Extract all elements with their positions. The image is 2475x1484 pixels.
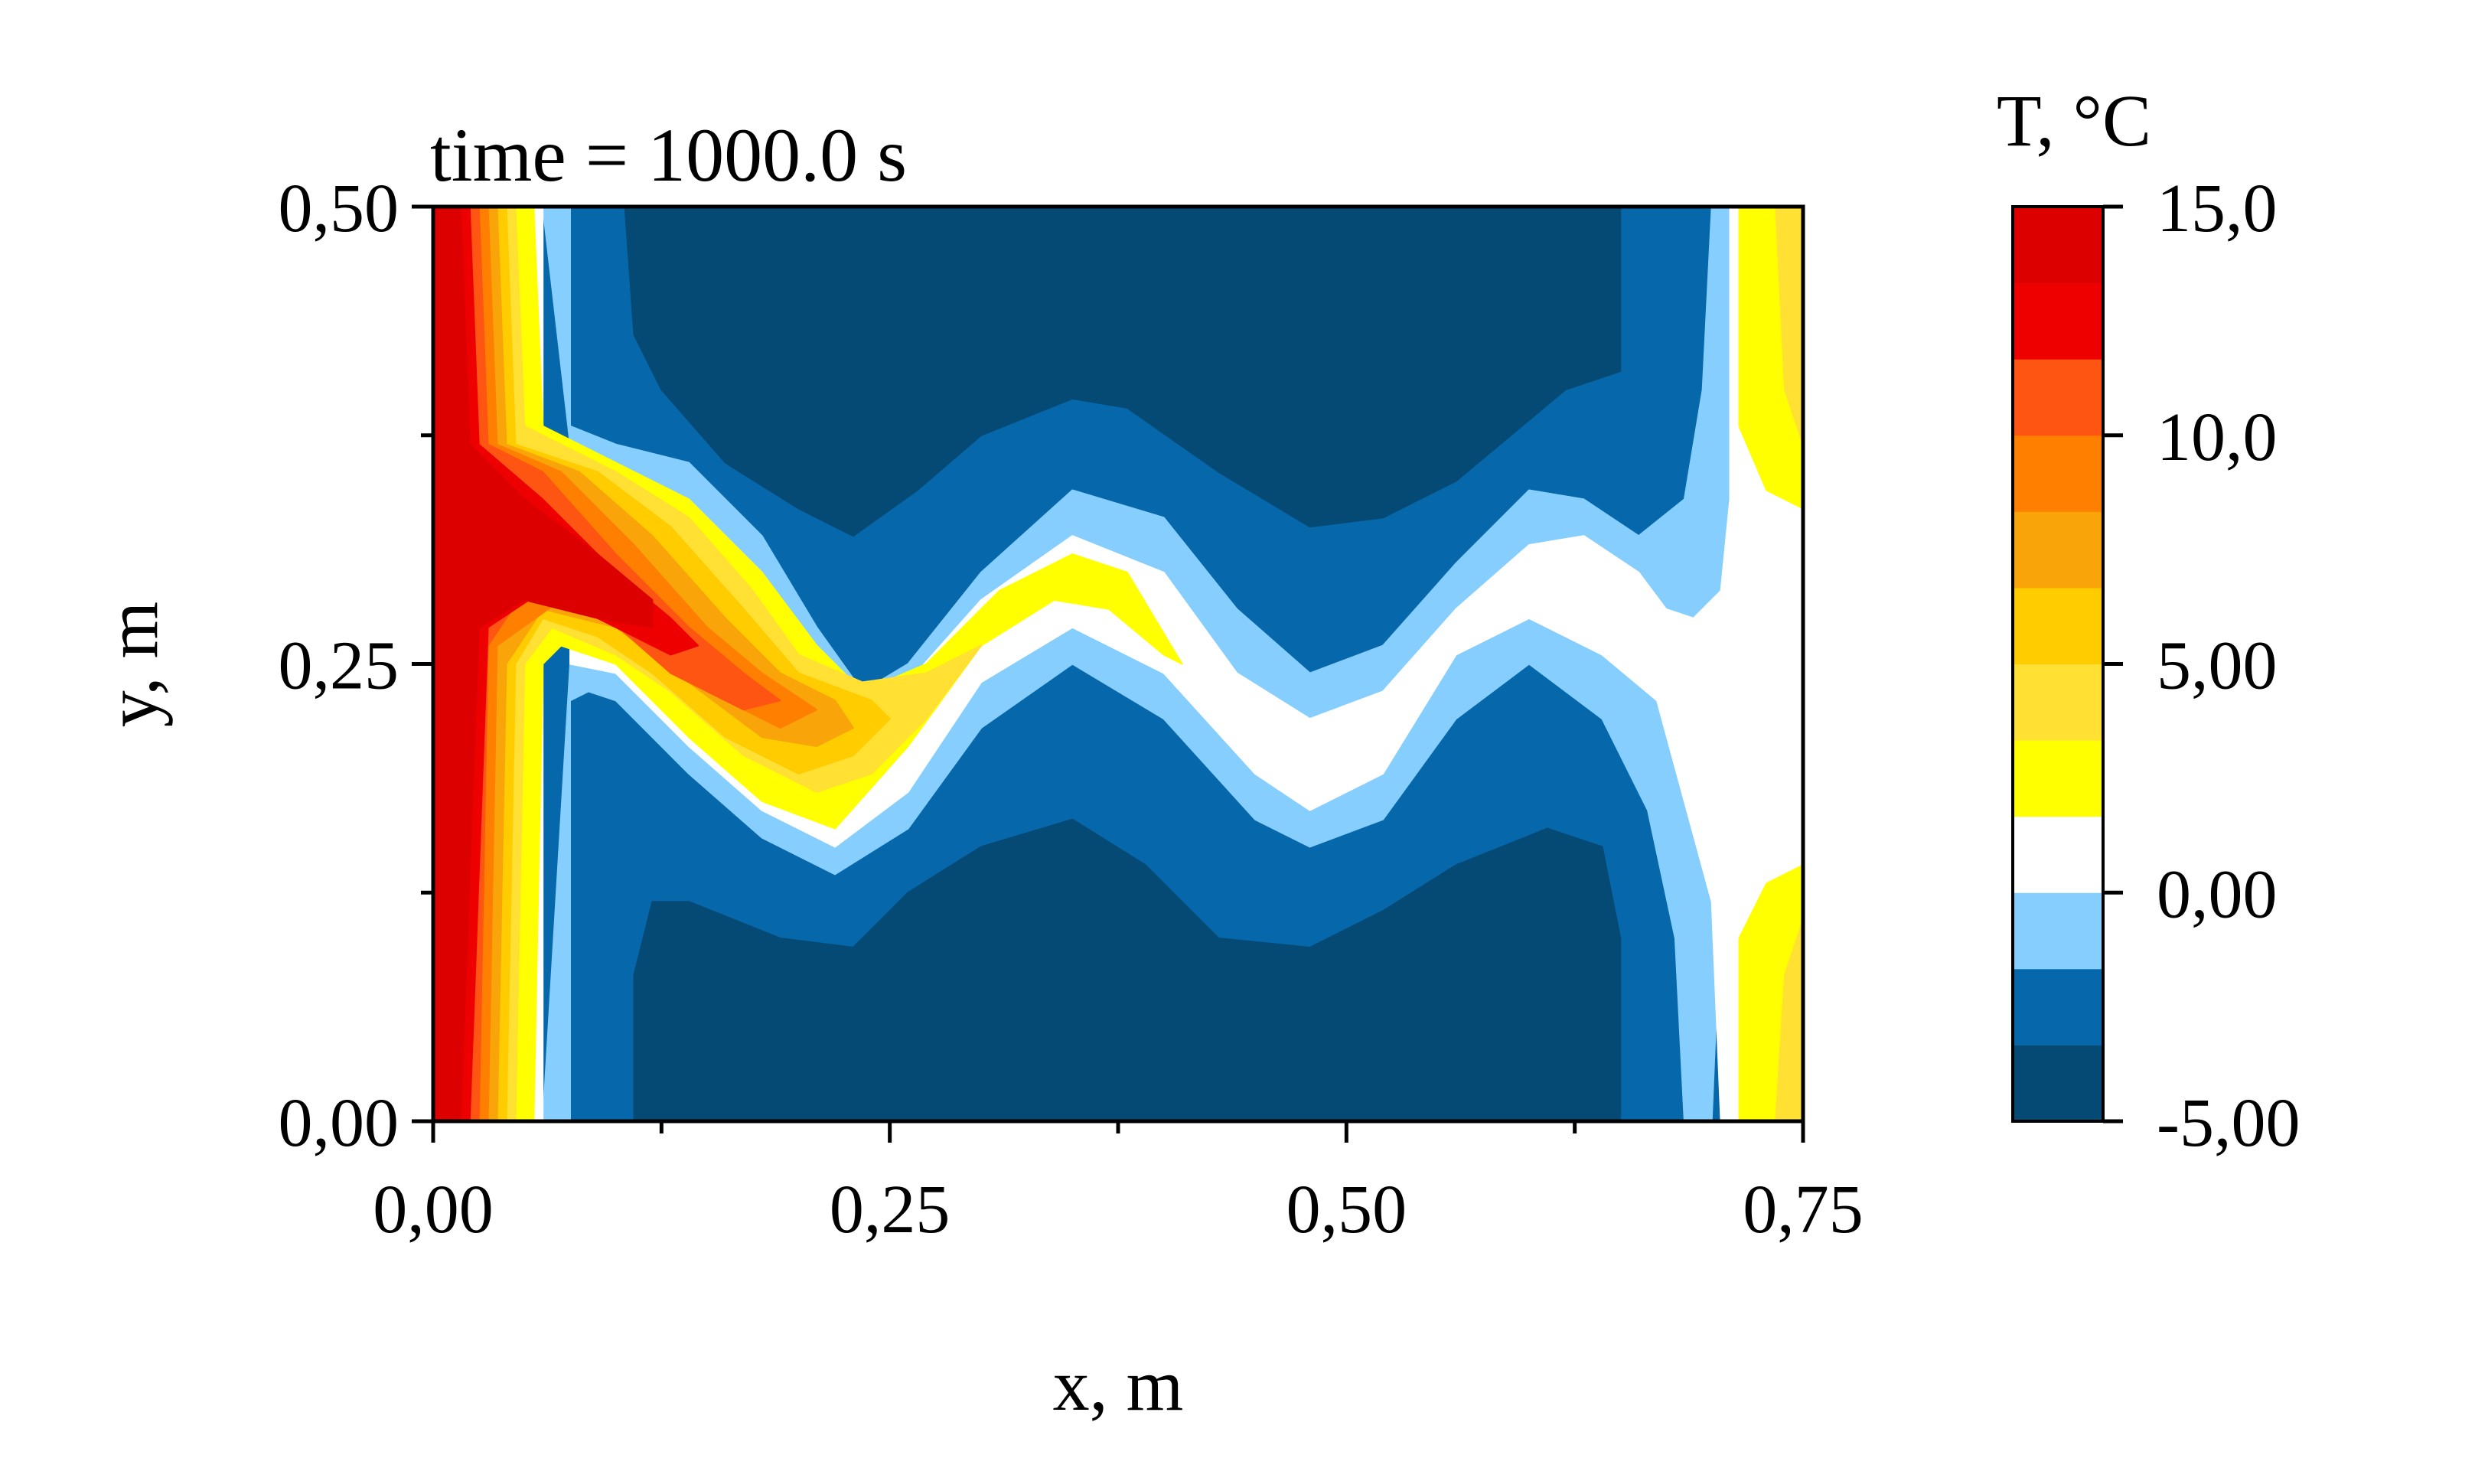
colorbar-swatch	[2013, 207, 2103, 284]
colorbar-tick-label: 0,00	[2157, 856, 2278, 932]
colorbar: 15,0 10,0 5,00 0,00 -5,00	[2011, 171, 2300, 1161]
contour-region-17	[459, 207, 699, 1121]
contour-region-9	[1775, 919, 1803, 1121]
plot-area	[433, 207, 1803, 1121]
colorbar-title: T, °C	[1997, 80, 2151, 161]
colorbar-tick-label: 5,00	[2157, 628, 2278, 704]
x-axis: 0,00 0,25 0,50 0,75	[373, 1121, 1864, 1248]
x-tick-label: 0,00	[373, 1172, 494, 1248]
y-tick-label: 0,50	[279, 171, 399, 246]
x-tick-label: 0,50	[1286, 1172, 1407, 1248]
colorbar-swatch	[2013, 664, 2103, 741]
y-axis-label: y, m	[91, 602, 173, 727]
contour-region-15	[478, 207, 818, 1121]
colorbar-swatch	[2013, 511, 2103, 589]
contour-region-2	[633, 818, 1622, 1121]
y-axis: 0,00 0,25 0,50	[279, 171, 433, 1161]
colorbar-tick-label: 15,0	[2157, 171, 2278, 246]
y-tick-label: 0,25	[279, 628, 399, 704]
colorbar-swatch	[2013, 968, 2103, 1045]
contour-region-1	[624, 207, 1622, 537]
y-tick-label: 0,00	[279, 1085, 399, 1161]
chart-title: time = 1000.0 s	[430, 113, 907, 197]
colorbar-swatch	[2013, 740, 2103, 817]
contour-region-18	[433, 207, 654, 1121]
colorbar-swatch	[2013, 359, 2103, 436]
colorbar-swatch	[2013, 892, 2103, 970]
colorbar-tick-label: -5,00	[2157, 1085, 2300, 1161]
x-tick-label: 0,25	[830, 1172, 951, 1248]
colorbar-swatch	[2013, 435, 2103, 512]
colorbar-swatch	[2013, 282, 2103, 360]
x-tick-label: 0,75	[1743, 1172, 1864, 1248]
contour-layer	[433, 207, 1803, 1121]
colorbar-tick-label: 10,0	[2157, 400, 2278, 475]
contour-region-16	[468, 207, 781, 1121]
x-axis-label: x, m	[1053, 1344, 1184, 1426]
colorbar-swatch	[2013, 1045, 2103, 1122]
contour-region-7	[1775, 207, 1803, 445]
colorbar-swatch	[2013, 816, 2103, 893]
colorbar-swatch	[2013, 587, 2103, 664]
